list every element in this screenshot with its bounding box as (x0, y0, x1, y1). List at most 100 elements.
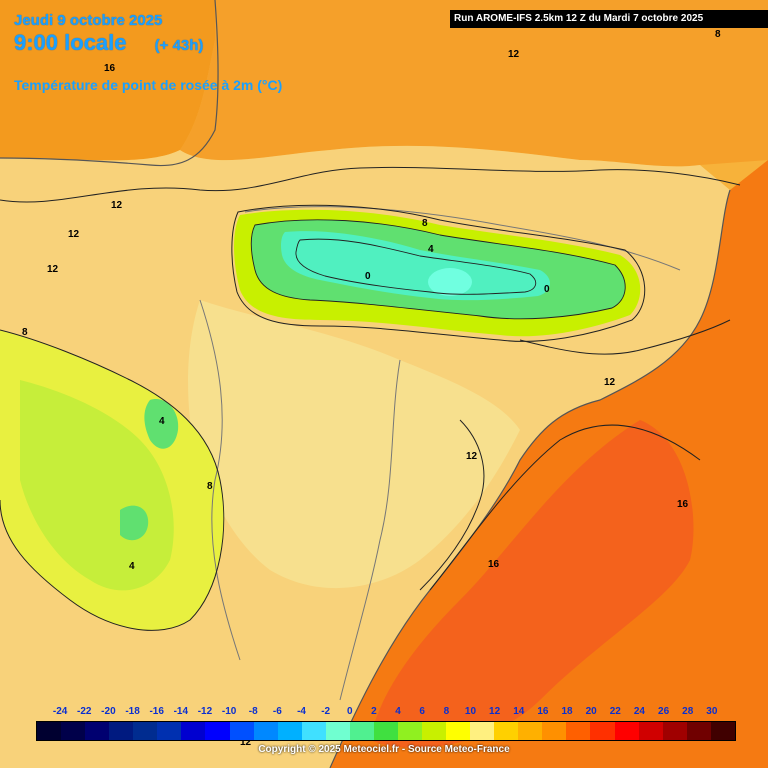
contour-label: 12 (466, 451, 478, 462)
sea-biscay (0, 0, 215, 161)
colorbar-tick-label: 24 (633, 706, 645, 717)
colorbar-swatch (446, 722, 471, 740)
colorbar-tick-label: 28 (682, 706, 694, 717)
colorbar-swatch (566, 722, 591, 740)
colorbar-tick-label: 2 (371, 706, 377, 717)
colorbar-tick-label: -4 (297, 706, 306, 717)
colorbar-swatch (710, 722, 735, 740)
colorbar-tick-label: 16 (537, 706, 549, 717)
colorbar-tick-label: -20 (101, 706, 116, 717)
colorbar-swatch (229, 722, 254, 740)
colorbar-swatch (325, 722, 350, 740)
colorbar-swatch (349, 722, 374, 740)
region-line-a (199, 299, 241, 661)
colorbar-tick-label: 6 (419, 706, 425, 717)
colorbar-tick-label: -16 (149, 706, 164, 717)
colorbar-tick-label: 12 (489, 706, 501, 717)
green-patch-west-a (144, 399, 179, 449)
central-basin (188, 300, 520, 589)
contour-label: 8 (22, 327, 28, 338)
contour-0-pyrenees (295, 238, 537, 295)
colorbar-tick-label: -14 (173, 706, 189, 717)
contour-label: 12 (240, 737, 252, 748)
contour-label: 16 (104, 63, 116, 74)
colorbar-swatch (422, 722, 447, 740)
colorbar-swatch (253, 722, 278, 740)
pyrenees-cold-spot (428, 268, 472, 296)
contour-label: 4 (129, 561, 135, 572)
colorbar-tick-label: -6 (272, 706, 282, 717)
colorbar-swatch (494, 722, 519, 740)
colorbar-tick-label: 30 (706, 706, 718, 717)
colorbar-swatch (133, 722, 158, 740)
colorbar-swatch (518, 722, 543, 740)
contour-label: 12 (68, 229, 80, 240)
colorbar (36, 721, 736, 741)
contour-labels: 16 12 12 12 12 8 8 4 0 0 12 4 8 4 12 16 … (22, 29, 721, 748)
colorbar-swatch (85, 722, 110, 740)
forecast-date: Jeudi 9 octobre 2025 (14, 12, 163, 29)
colorbar-swatch (277, 722, 302, 740)
colorbar-tick-label: -12 (197, 706, 213, 717)
colorbar-tick-label: 0 (347, 706, 353, 717)
colorbar-swatch (470, 722, 495, 740)
colorbar-tick-label: 8 (443, 706, 450, 717)
colorbar-tick-labels: -24 -22 -20 -18 -16 -14 -12 -10 -8 -6 -4 -2 0 2 4 6 8 10 1… (36, 706, 736, 720)
colorbar-tick-label: 4 (395, 706, 401, 717)
colorbar-swatch (614, 722, 639, 740)
forecast-lead-time: (+ 43h) (154, 37, 204, 54)
sea-hot-core (370, 420, 694, 748)
contour-label: 12 (111, 200, 123, 211)
colorbar-swatch (662, 722, 687, 740)
contour-16-sea (429, 424, 701, 591)
colorbar-tick-label: -24 (52, 706, 68, 717)
forecast-title-block: Jeudi 9 octobre 2025 9:00 locale (+ 43h) (14, 12, 203, 59)
colorbar-swatch (109, 722, 134, 740)
contour-label: 8 (207, 481, 213, 492)
colorbar-swatch (686, 722, 711, 740)
mediterranean-sea (330, 160, 768, 768)
colorbar-swatch (590, 722, 615, 740)
north-band (180, 0, 768, 167)
colorbar-swatch (181, 722, 206, 740)
colorbar-tick-label: -10 (221, 706, 237, 717)
colorbar-swatch (638, 722, 663, 740)
colorbar-swatch (542, 722, 567, 740)
colorbar-swatch (397, 722, 422, 740)
colorbar-swatch (37, 722, 62, 740)
contour-12-coast (419, 419, 485, 591)
colorbar-tick-label: -2 (321, 706, 331, 717)
colorbar-swatch (205, 722, 230, 740)
colorbar-swatch (373, 722, 398, 740)
colorbar-tick-label: -8 (248, 706, 258, 717)
contour-label: 16 (677, 499, 689, 510)
colorbar-swatch (61, 722, 86, 740)
contour-8-pyrenees (231, 204, 646, 342)
copyright-notice: Copyright © 2025 Meteociel.fr - Source M… (258, 744, 510, 755)
contour-label: 0 (544, 284, 550, 295)
contour-label: 12 (508, 49, 520, 60)
coastline-east (329, 189, 731, 768)
colorbar-tick-label: 10 (464, 706, 477, 717)
contour-12-north (0, 166, 741, 203)
colorbar-tick-label: -22 (77, 706, 92, 717)
forecast-time: 9:00 locale (+ 43h) (14, 30, 203, 59)
colorbar-tick-label: 26 (658, 706, 670, 717)
contour-4-pyrenees (250, 219, 626, 320)
region-line-b (339, 359, 401, 701)
contour-8-west (0, 329, 225, 631)
colorbar-swatch (301, 722, 326, 740)
colorbar-tick-label: 20 (585, 706, 597, 717)
green-patch-west-b (120, 505, 149, 541)
colorbar-tick-label: 14 (513, 706, 525, 717)
forecast-local-time: 9:00 locale (14, 30, 127, 55)
contour-label: 16 (488, 559, 500, 570)
forecast-variable: Température de point de rosée à 2m (°C) (14, 77, 283, 93)
contour-label: 8 (715, 29, 721, 40)
coastline-north (0, 0, 219, 167)
contour-12-east (519, 319, 731, 355)
contour-label: 0 (365, 271, 371, 282)
contour-label: 8 (422, 218, 428, 229)
run-info-banner: Run AROME-IFS 2.5km 12 Z du Mardi 7 octo… (450, 10, 768, 28)
